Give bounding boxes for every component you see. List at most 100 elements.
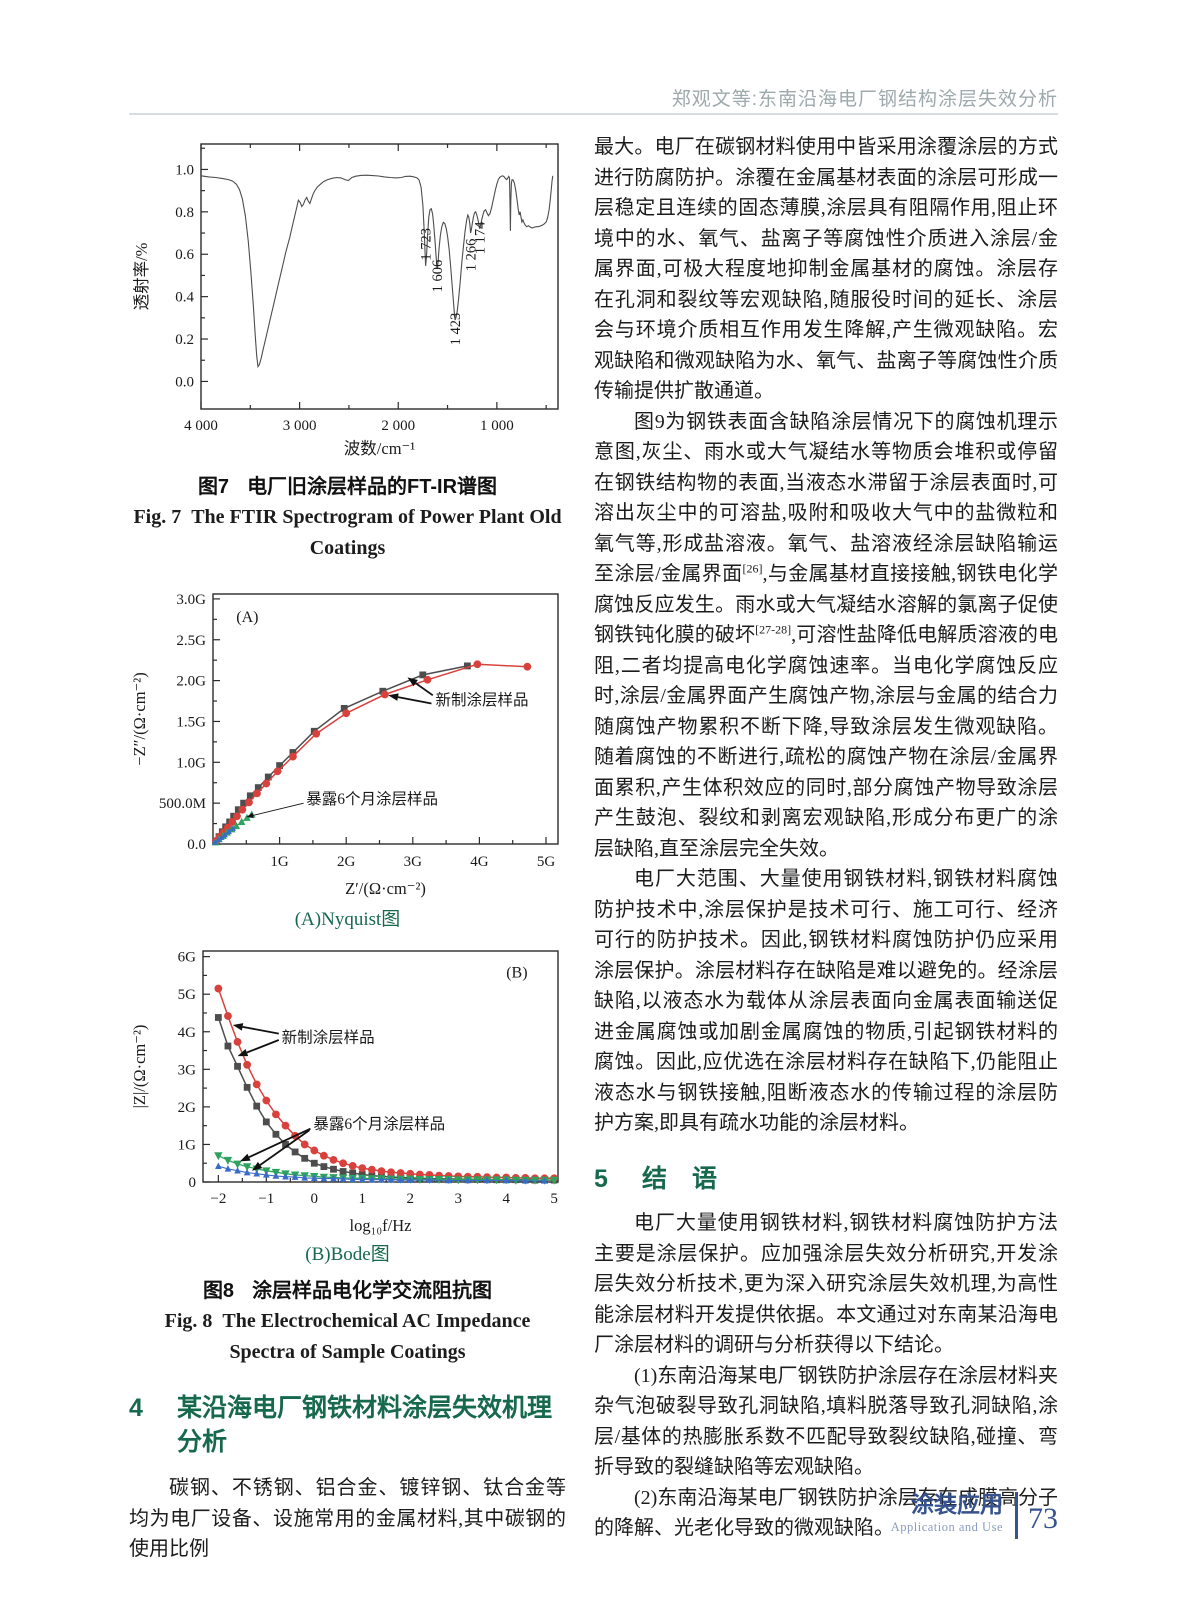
svg-text:4: 4 <box>502 1191 510 1207</box>
paragraph: 最大。电厂在碳钢材料使用中皆采用涂覆涂层的方式进行防腐防护。涂覆在金属基材表面的… <box>594 136 1058 402</box>
svg-text:6G: 6G <box>178 950 197 966</box>
svg-text:暴露6个月涂层样品: 暴露6个月涂层样品 <box>306 790 438 808</box>
svg-text:2 000: 2 000 <box>381 418 415 434</box>
page-content: 4 000 3 000 2 000 1 000 0.0 0.2 0.4 0.6 0.8 1.0 波数… <box>129 132 1058 1565</box>
figure-7-caption-cn: 图7 电厂旧涂层样品的FT-IR谱图 <box>129 470 566 499</box>
running-title: 郑观文等:东南沿海电厂钢结构涂层失效分析 <box>671 89 1058 110</box>
section-title: 结 语 <box>642 1164 718 1193</box>
figure-8: 1G 2G 3G 4G 5G 0.0 500.0M 1.0G 1.5G 2.0G 2.5G 3.0G Z… <box>129 578 566 1368</box>
svg-text:(B): (B) <box>506 964 527 981</box>
svg-text:1 606: 1 606 <box>430 260 446 293</box>
svg-text:3.0G: 3.0G <box>176 592 206 608</box>
nyquist-subcaption: (A)Nyquist图 <box>294 909 401 930</box>
figure-8-caption-en: Fig. 8 The Electrochemical AC Impedance … <box>133 1306 563 1368</box>
paragraph: 图9为钢铁表面含缺陷涂层情况下的腐蚀机理示意图,灰尘、雨水或大气凝结水等物质会堆… <box>594 407 1058 865</box>
svg-text:1: 1 <box>359 1191 367 1207</box>
figure-title: 电厂旧涂层样品的FT-IR谱图 <box>247 476 498 498</box>
svg-text:5: 5 <box>550 1191 558 1207</box>
figure-title-en: The Electrochemical AC Impedance Spectra… <box>222 1310 531 1363</box>
nyquist-plot: 1G 2G 3G 4G 5G 0.0 500.0M 1.0G 1.5G 2.0G 2.5G 3.0G Z… <box>130 592 559 898</box>
svg-text:0.0: 0.0 <box>175 374 194 390</box>
paragraph: (1)东南沿海某电厂钢铁防护涂层存在涂层材料夹杂气泡破裂导致孔洞缺陷,填料脱落导… <box>594 1364 1058 1479</box>
section-title: 某沿海电厂钢铁材料涂层失效机理分析 <box>177 1394 553 1456</box>
paragraph: 电厂大范围、大量使用钢铁材料,钢铁材料腐蚀防护技术中,涂层保护是技术可行、施工可… <box>594 868 1058 1134</box>
figure-label: 图7 <box>197 476 230 498</box>
citation-ref: [27-28] <box>755 622 792 637</box>
svg-text:0.8: 0.8 <box>175 205 194 221</box>
svg-text:波数/cm⁻¹: 波数/cm⁻¹ <box>344 439 415 458</box>
paragraph-text: ,与金属基材直接接触,钢铁电化学腐蚀反应发生。雨水或大气凝结水溶解的氯离子促使钢… <box>594 563 1059 646</box>
svg-text:新制涂层样品: 新制涂层样品 <box>282 1028 375 1046</box>
section-number: 4 <box>129 1394 143 1422</box>
svg-text:1.5G: 1.5G <box>176 714 206 730</box>
paragraph-text: ,可溶性盐降低电解质溶液的电阻,二者均提高电化学腐蚀速率。当电化学腐蚀反应时,涂… <box>594 624 1059 860</box>
svg-text:0: 0 <box>189 1175 197 1191</box>
section-5-heading: 5 结 语 <box>594 1163 1058 1196</box>
journal-name-cn: 涂装应用 <box>911 1491 1003 1517</box>
paragraph: (2)东南沿海某电厂钢铁防护涂层存在成膜高分子的降解、光老化导致的微观缺陷。 <box>594 1486 1058 1540</box>
svg-text:2.5G: 2.5G <box>176 633 206 649</box>
figure-label-en: Fig. 8 <box>164 1310 213 1332</box>
svg-text:3 000: 3 000 <box>283 418 317 434</box>
svg-text:1.0: 1.0 <box>175 162 194 178</box>
svg-text:新制涂层样品: 新制涂层样品 <box>435 691 528 709</box>
ftir-spectrum-chart: 4 000 3 000 2 000 1 000 0.0 0.2 0.4 0.6 0.8 1.0 波数… <box>132 143 559 458</box>
figure-title-en: The FTIR Spectrogram of Power Plant Old … <box>191 506 562 559</box>
svg-text:4 000: 4 000 <box>184 418 218 434</box>
svg-text:−2: −2 <box>210 1191 226 1207</box>
svg-text:透射率/%: 透射率/% <box>132 242 151 310</box>
svg-text:log₁₀f/Hz: log₁₀f/Hz <box>350 1216 412 1235</box>
svg-text:0: 0 <box>311 1191 319 1207</box>
svg-text:3G: 3G <box>178 1062 197 1078</box>
svg-text:2G: 2G <box>337 854 356 870</box>
svg-text:3G: 3G <box>404 854 423 870</box>
svg-text:5G: 5G <box>537 854 556 870</box>
svg-text:0.4: 0.4 <box>175 290 194 306</box>
figure-8-caption: 图8 涂层样品电化学交流阻抗图 Fig. 8 The Electrochemica… <box>129 1274 566 1368</box>
svg-text:−Z″/(Ω·cm⁻²): −Z″/(Ω·cm⁻²) <box>130 672 149 765</box>
svg-text:1.0G: 1.0G <box>176 755 206 771</box>
journal-name-en: Application and Use <box>890 1520 1003 1535</box>
paragraph-text: 图9为钢铁表面含缺陷涂层情况下的腐蚀机理示意图,灰尘、雨水或大气凝结水等物质会堆… <box>594 410 1058 586</box>
svg-text:1 174: 1 174 <box>473 221 489 254</box>
svg-text:4G: 4G <box>178 1025 197 1041</box>
svg-text:1 266: 1 266 <box>464 239 480 272</box>
figure-8-caption-cn: 图8 涂层样品电化学交流阻抗图 <box>129 1274 566 1303</box>
svg-text:4G: 4G <box>470 854 489 870</box>
header-rule <box>129 113 1058 115</box>
svg-text:1 423: 1 423 <box>448 313 464 346</box>
svg-text:2.0G: 2.0G <box>176 674 206 690</box>
bode-subcaption: (B)Bode图 <box>305 1244 390 1265</box>
figure-7-caption-en: Fig. 7 The FTIR Spectrogram of Power Pla… <box>133 502 563 564</box>
svg-text:0.6: 0.6 <box>175 247 194 263</box>
svg-text:2: 2 <box>406 1191 414 1207</box>
svg-text:|Z|/(Ω·cm⁻²): |Z|/(Ω·cm⁻²) <box>130 1025 149 1109</box>
svg-text:1G: 1G <box>178 1137 197 1153</box>
citation-ref: [26] <box>742 561 763 576</box>
svg-text:Z′/(Ω·cm⁻²): Z′/(Ω·cm⁻²) <box>345 879 426 898</box>
page-number: 73 <box>1028 1502 1058 1535</box>
figure-label: 图8 <box>202 1280 235 1302</box>
footer-divider <box>1015 1492 1018 1539</box>
left-column: 4 000 3 000 2 000 1 000 0.0 0.2 0.4 0.6 0.8 1.0 波数… <box>129 132 566 1565</box>
right-column: 最大。电厂在碳钢材料使用中皆采用涂覆涂层的方式进行防腐防护。涂覆在金属基材表面的… <box>594 132 1058 1565</box>
svg-text:1G: 1G <box>270 854 289 870</box>
svg-text:0.2: 0.2 <box>175 332 194 348</box>
svg-text:(A): (A) <box>236 609 258 626</box>
page-footer: 涂装应用 Application and Use 73 <box>890 1491 1058 1539</box>
figure-7: 4 000 3 000 2 000 1 000 0.0 0.2 0.4 0.6 0.8 1.0 波数… <box>129 132 566 564</box>
figure-7-caption: 图7 电厂旧涂层样品的FT-IR谱图 Fig. 7 The FTIR Spectr… <box>129 470 566 564</box>
svg-text:3: 3 <box>454 1191 462 1207</box>
svg-text:−1: −1 <box>258 1191 274 1207</box>
svg-text:500.0M: 500.0M <box>159 796 206 812</box>
svg-text:0.0: 0.0 <box>187 837 206 853</box>
svg-text:2G: 2G <box>178 1100 197 1116</box>
paragraph: 碳钢、不锈钢、铝合金、镀锌钢、钛合金等均为电厂设备、设施常用的金属材料,其中碳钢… <box>129 1477 566 1560</box>
figure-label-en: Fig. 7 <box>133 506 182 528</box>
section-number: 5 <box>594 1164 608 1193</box>
figure-title: 涂层样品电化学交流阻抗图 <box>252 1280 493 1302</box>
paragraph: 电厂大量使用钢铁材料,钢铁材料腐蚀防护方法主要是涂层保护。应加强涂层失效分析研究… <box>594 1212 1058 1356</box>
svg-text:1 000: 1 000 <box>480 418 514 434</box>
svg-text:5G: 5G <box>178 987 197 1003</box>
